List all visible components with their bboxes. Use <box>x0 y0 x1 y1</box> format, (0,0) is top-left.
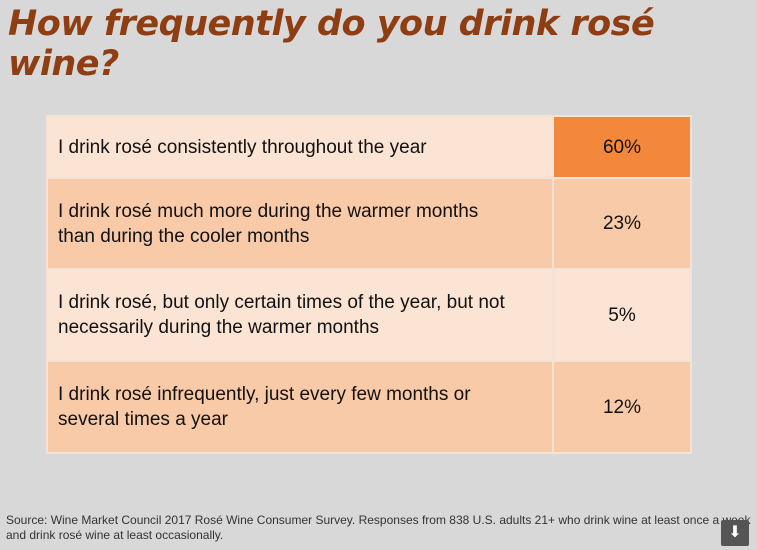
row-label: I drink rosé, but only certain times of … <box>46 268 554 362</box>
row-value: 12% <box>552 360 692 454</box>
survey-table: I drink rosé consistently throughout the… <box>46 115 692 454</box>
table-row: I drink rosé much more during the warmer… <box>46 177 692 270</box>
row-label: I drink rosé consistently throughout the… <box>46 115 554 179</box>
table-row: I drink rosé infrequently, just every fe… <box>46 360 692 454</box>
row-label: I drink rosé infrequently, just every fe… <box>46 360 554 454</box>
download-icon[interactable]: ⬇ <box>721 520 749 546</box>
row-value: 23% <box>552 177 692 270</box>
page-title: How frequently do you drink rosé wine? <box>8 4 655 84</box>
table-row: I drink rosé consistently throughout the… <box>46 115 692 179</box>
table-row: I drink rosé, but only certain times of … <box>46 268 692 362</box>
row-value: 60% <box>552 115 692 179</box>
row-value: 5% <box>552 268 692 362</box>
row-label: I drink rosé much more during the warmer… <box>46 177 554 270</box>
source-note: Source: Wine Market Council 2017 Rosé Wi… <box>6 513 751 542</box>
